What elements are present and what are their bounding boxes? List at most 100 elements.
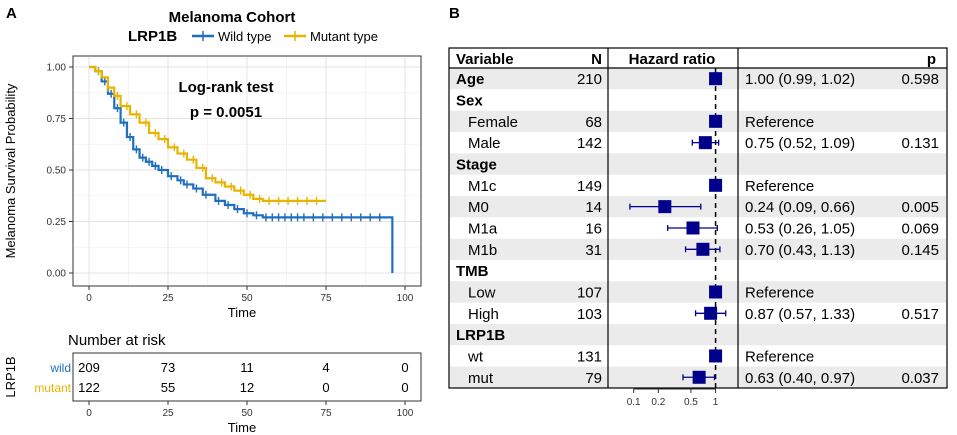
- forest-point-estimate: [692, 370, 706, 384]
- forest-p-value: 0.598: [901, 71, 939, 88]
- forest-header-hr: Hazard ratio: [629, 51, 716, 68]
- risk-table-cells: 209 73 11 4 0 122 55 12 0 0: [78, 360, 408, 395]
- forest-point-estimate: [709, 178, 723, 192]
- risk-x-tick-label: 100: [397, 408, 414, 419]
- forest-group-label: Age: [456, 71, 484, 88]
- risk-table-cell: 73: [161, 360, 175, 375]
- forest-point-estimate: [698, 136, 712, 150]
- km-x-axis-label: Time: [228, 305, 256, 320]
- km-y-axis-label: Melanoma Survival Probability: [3, 83, 18, 258]
- km-x-tick-label: 50: [241, 293, 253, 304]
- forest-n-value: 16: [585, 220, 602, 237]
- km-y-tick-label: 0.50: [47, 166, 67, 177]
- panel-a-label: A: [6, 5, 17, 22]
- forest-hr-ci-text: Reference: [745, 348, 814, 365]
- risk-table-axis-label: LRP1B: [3, 356, 18, 397]
- forest-n-value: 149: [577, 178, 602, 195]
- forest-hr-ci-text: 1.00 (0.99, 1.02): [745, 71, 855, 88]
- risk-table-x-label: Time: [228, 420, 256, 435]
- forest-point-estimate: [696, 242, 710, 256]
- forest-row-shading: [450, 68, 946, 388]
- forest-level-label: M0: [468, 199, 489, 216]
- km-y-tick-label: 0.75: [47, 114, 67, 125]
- km-y-tick-label: 0.25: [47, 217, 67, 228]
- risk-table-title: Number at risk: [68, 332, 166, 349]
- km-annotation-p: p = 0.0051: [190, 104, 262, 121]
- forest-x-tick-label: 0.2: [651, 397, 665, 408]
- forest-hr-ci-text: 0.70 (0.43, 1.13): [745, 242, 855, 259]
- forest-hr-ci-text: 0.87 (0.57, 1.33): [745, 306, 855, 323]
- km-x-tick-label: 100: [397, 293, 414, 304]
- forest-point-estimate: [686, 221, 700, 235]
- forest-p-value: 0.037: [901, 370, 939, 387]
- forest-group-label: Stage: [456, 156, 497, 173]
- legend-mutant-label: Mutant type: [310, 29, 378, 44]
- forest-header-p: p: [927, 51, 936, 68]
- risk-x-tick-label: 50: [241, 408, 253, 419]
- forest-row-shade: [450, 153, 946, 175]
- km-y-tick-label: 1.00: [47, 63, 67, 74]
- risk-mutant-label: mutant: [34, 381, 71, 395]
- risk-table-cell: 122: [78, 380, 100, 395]
- forest-n-value: 103: [577, 306, 602, 323]
- panel-b-label: B: [449, 5, 460, 22]
- risk-table-cell: 4: [322, 360, 329, 375]
- forest-row-shade: [450, 110, 946, 132]
- risk-table-x-axis: 0 25 50 75 100: [86, 401, 414, 419]
- km-y-axis: 0.00 0.25 0.50 0.75 1.00: [47, 63, 73, 280]
- risk-x-tick-label: 25: [162, 408, 174, 419]
- forest-point-estimate: [709, 285, 723, 299]
- risk-wild-label: wild: [49, 361, 71, 375]
- km-x-tick-label: 75: [320, 293, 332, 304]
- risk-table-cell: 0: [322, 380, 329, 395]
- forest-point-estimate: [709, 349, 723, 363]
- forest-p-value: 0.517: [901, 306, 939, 323]
- forest-level-label: M1b: [468, 242, 497, 259]
- forest-n-value: 107: [577, 284, 602, 301]
- km-x-tick-label: 0: [86, 293, 92, 304]
- forest-x-axis: 0.1 0.2 0.5 1: [627, 388, 719, 408]
- risk-table-cell: 0: [401, 380, 408, 395]
- risk-table-cell: 12: [240, 380, 254, 395]
- forest-rows: Age 210 1.00 (0.99, 1.02) 0.598 Sex Female 68 R…: [456, 71, 939, 387]
- forest-point-estimate: [658, 200, 672, 214]
- risk-x-tick-label: 0: [86, 408, 92, 419]
- forest-row-shade: [450, 323, 946, 346]
- risk-table-box: [72, 352, 422, 402]
- forest-hr-ci-text: 0.53 (0.26, 1.05): [745, 220, 855, 237]
- panel-a: A Melanoma Cohort LRP1B Wild type Mutant…: [3, 5, 422, 435]
- forest-n-value: 210: [577, 71, 602, 88]
- forest-header-variable: Variable: [456, 51, 514, 68]
- km-title: Melanoma Cohort: [169, 9, 296, 26]
- risk-x-tick-label: 75: [320, 408, 332, 419]
- forest-p-value: 0.131: [901, 135, 939, 152]
- forest-hr-ci-text: Reference: [745, 284, 814, 301]
- forest-level-label: High: [468, 306, 499, 323]
- km-curve-wild-type: [89, 65, 394, 273]
- forest-p-value: 0.069: [901, 220, 939, 237]
- forest-row-shade: [450, 68, 946, 90]
- forest-level-label: M1a: [468, 220, 498, 237]
- forest-n-value: 68: [585, 114, 602, 131]
- panel-b: B Variable N Hazard ratio p Age 210 1.00 (…: [448, 5, 948, 408]
- forest-p-value: 0.145: [901, 242, 939, 259]
- km-legend-title: LRP1B: [128, 28, 177, 45]
- km-x-tick-label: 25: [162, 293, 174, 304]
- forest-hr-ci-text: Reference: [745, 178, 814, 195]
- forest-level-label: M1c: [468, 178, 497, 195]
- forest-marks: [629, 72, 727, 384]
- km-annotation-test: Log-rank test: [178, 79, 273, 96]
- forest-row-shade: [450, 281, 946, 303]
- forest-hr-ci-text: 0.63 (0.40, 0.97): [745, 370, 855, 387]
- forest-point-estimate: [704, 306, 718, 320]
- legend-wild-label: Wild type: [218, 29, 271, 44]
- forest-n-value: 142: [577, 135, 602, 152]
- forest-group-label: LRP1B: [456, 327, 505, 344]
- forest-n-value: 79: [585, 370, 602, 387]
- forest-point-estimate: [709, 114, 723, 128]
- forest-p-value: 0.005: [901, 199, 939, 216]
- km-x-axis: 0 25 50 75 100: [86, 286, 414, 304]
- forest-n-value: 14: [585, 199, 602, 216]
- forest-group-label: Sex: [456, 92, 483, 109]
